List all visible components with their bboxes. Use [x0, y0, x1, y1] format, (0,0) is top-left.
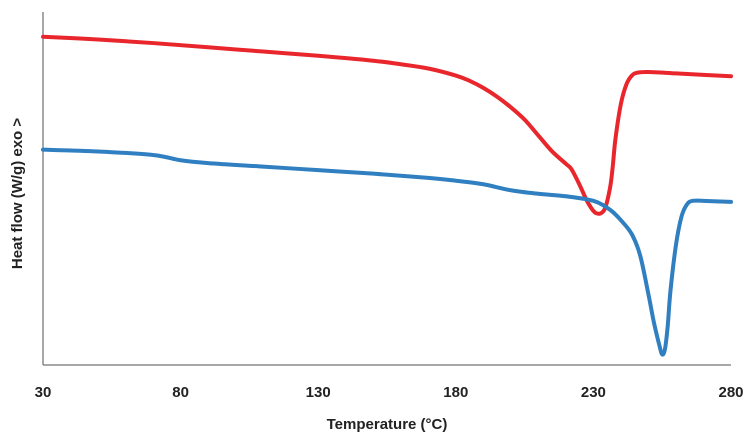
x-tick-label: 180 — [443, 384, 468, 401]
y-axis-label: Heat flow (W/g) exo > — [9, 118, 26, 270]
series-line-2 — [41, 147, 733, 357]
x-tick-label: 30 — [35, 384, 52, 401]
x-tick-label: 230 — [581, 384, 606, 401]
x-tick-label: 130 — [306, 384, 331, 401]
x-tick-labels: 30 80 130 180 230 280 — [35, 384, 744, 401]
axes — [42, 12, 731, 366]
x-axis-label: Temperature (°C) — [327, 416, 448, 433]
x-tick-label: 80 — [172, 384, 189, 401]
series-group — [41, 34, 733, 357]
series-line-1 — [41, 34, 733, 216]
x-tick-label: 280 — [718, 384, 743, 401]
